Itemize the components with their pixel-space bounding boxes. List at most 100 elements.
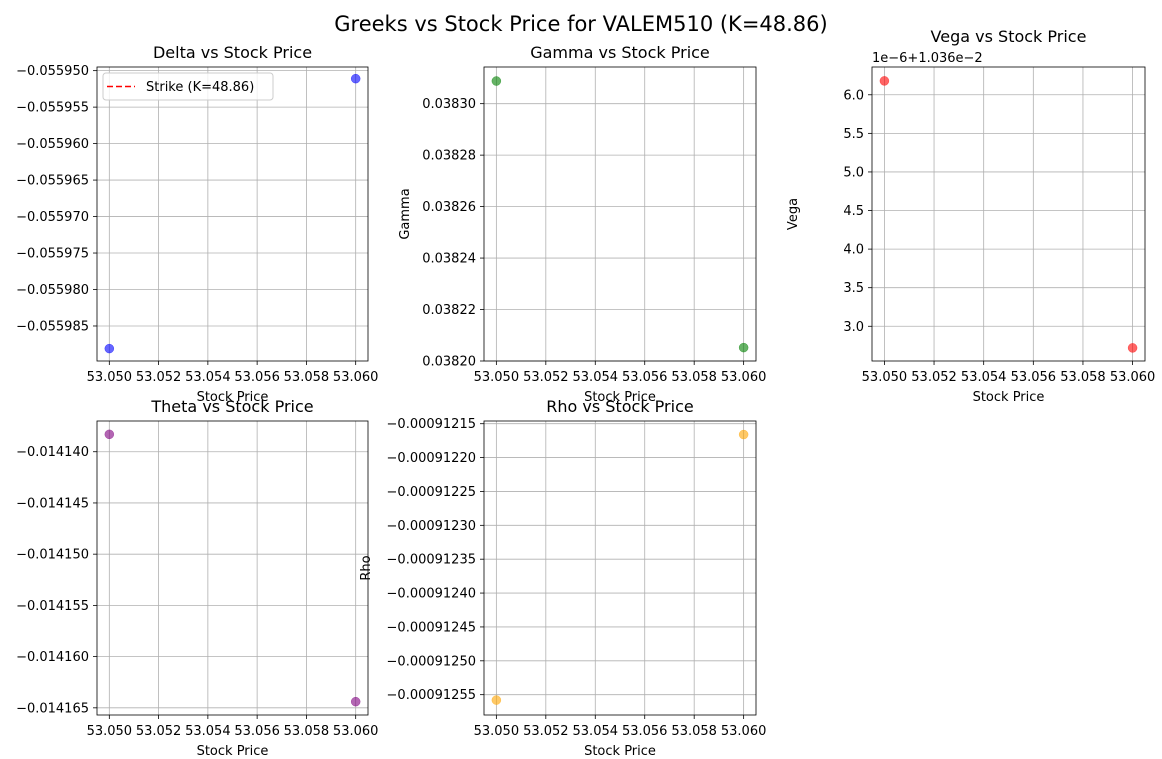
delta-x-axis-label: Stock Price [197,390,269,405]
vega-x-tick-label: 53.056 [1011,370,1057,385]
rho-y-tick-label: −0.00091220 [387,451,476,466]
vega-y-tick-label: 3.5 [843,281,864,296]
theta-y-tick-label: −0.014155 [16,599,89,614]
gamma-y-tick-label: 0.03824 [422,252,476,267]
rho-data-point [491,695,502,705]
gamma-x-tick-label: 53.060 [721,370,767,385]
delta-x-tick-label: 53.060 [333,370,379,385]
vega-data-point [879,76,890,86]
gamma-y-tick-label: 0.03830 [422,97,476,112]
rho-axes-frame [483,420,757,716]
delta-x-tick-label: 53.052 [136,370,182,385]
rho-x-tick-label: 53.058 [671,724,717,739]
vega-panel: 53.050 53.052 53.054 53.056 53.058 53.060 6.0 5… [786,27,1155,405]
gamma-x-tick-label: 53.056 [622,370,668,385]
gamma-x-tick-label: 53.050 [474,370,520,385]
theta-x-tick-label: 53.054 [185,724,231,739]
rho-x-tick-label: 53.052 [523,724,569,739]
delta-axes-frame [96,66,369,362]
vega-x-tick-label: 53.058 [1060,370,1106,385]
vega-y-tick-label: 5.5 [843,127,864,142]
delta-y-tick-label: −0.055955 [16,101,89,116]
rho-y-tick-label: −0.00091245 [387,620,476,635]
theta-x-tick-label: 53.056 [234,724,280,739]
gamma-y-tick-label: 0.03826 [422,200,476,215]
vega-y-tick-label: 4.0 [843,243,864,258]
gamma-x-tick-label: 53.052 [523,370,569,385]
theta-y-tick-label: −0.014160 [16,650,89,665]
rho-y-tick-label: −0.00091230 [387,519,476,534]
theta-x-axis-label: Stock Price [197,744,269,759]
delta-y-tick-label: −0.055960 [16,137,89,152]
theta-panel-title: Theta vs Stock Price [150,397,313,416]
gamma-data-point [491,76,502,86]
gamma-panel-title: Gamma vs Stock Price [530,43,710,62]
vega-offset-text: 1e−6+1.036e−2 [872,51,983,66]
rho-y-tick-label: −0.00091255 [387,688,476,703]
delta-y-tick-label: −0.055985 [16,319,89,334]
vega-x-tick-label: 53.054 [961,370,1007,385]
rho-x-tick-label: 53.054 [573,724,619,739]
rho-y-tick-label: −0.00091215 [387,417,476,432]
vega-y-tick-label: 6.0 [843,88,864,103]
gamma-y-tick-label: 0.03828 [422,149,476,164]
delta-data-point [104,343,115,354]
delta-y-tick-label: −0.055970 [16,210,89,225]
vega-x-tick-label: 53.060 [1110,370,1156,385]
delta-panel: 53.050 53.052 53.054 53.056 53.058 53.060 −0.0… [16,43,378,405]
rho-panel: 53.050 53.052 53.054 53.056 53.058 53.060 −0.0… [359,397,766,759]
rho-x-tick-label: 53.056 [622,724,668,739]
rho-panel-title: Rho vs Stock Price [546,397,693,416]
delta-x-tick-label: 53.054 [185,370,231,385]
theta-x-tick-label: 53.058 [284,724,330,739]
delta-legend-label: Strike (K=48.86) [146,80,254,95]
theta-y-tick-label: −0.014145 [16,496,89,511]
rho-y-tick-label: −0.00091250 [387,654,476,669]
theta-panel: 53.050 53.052 53.054 53.056 53.058 53.060 −0.0… [16,397,378,759]
rho-x-axis-label: Stock Price [584,744,656,759]
vega-axes-frame [871,66,1146,362]
theta-data-point [104,429,115,440]
vega-y-tick-label: 4.5 [843,204,864,219]
theta-x-tick-label: 53.052 [136,724,182,739]
delta-legend-box [102,72,274,101]
vega-x-tick-label: 53.052 [911,370,957,385]
vega-x-tick-label: 53.050 [862,370,908,385]
theta-y-tick-label: −0.014165 [16,701,89,716]
delta-x-tick-label: 53.056 [234,370,280,385]
gamma-x-tick-label: 53.054 [573,370,619,385]
rho-x-tick-label: 53.060 [721,724,767,739]
gamma-axes-frame [483,66,757,362]
gamma-y-tick-label: 0.03820 [422,355,476,370]
theta-axes-frame [96,420,369,716]
figure-title: Greeks vs Stock Price for VALEM510 (K=48… [334,12,827,36]
rho-data-point [738,429,749,440]
theta-x-tick-label: 53.050 [87,724,133,739]
delta-y-tick-label: −0.055950 [16,64,89,79]
vega-y-axis-label: Vega [786,198,801,230]
gamma-y-axis-label: Gamma [398,188,413,239]
gamma-x-tick-label: 53.058 [671,370,717,385]
delta-legend: Strike (K=48.86) [102,72,274,101]
rho-x-tick-label: 53.050 [474,724,520,739]
gamma-data-point [738,342,749,353]
rho-y-axis-label: Rho [359,555,374,580]
rho-y-tick-label: −0.00091235 [387,553,476,568]
vega-x-axis-label: Stock Price [973,390,1045,405]
gamma-x-axis-label: Stock Price [584,390,656,405]
gamma-y-tick-label: 0.03822 [422,303,476,318]
delta-y-tick-label: −0.055975 [16,247,89,262]
vega-panel-title: Vega vs Stock Price [931,27,1087,46]
delta-y-tick-label: −0.055980 [16,283,89,298]
vega-y-tick-label: 5.0 [843,165,864,180]
delta-data-point [350,73,361,84]
vega-y-tick-label: 3.0 [843,320,864,335]
theta-y-tick-label: −0.014150 [16,548,89,563]
rho-y-tick-label: −0.00091225 [387,485,476,500]
rho-y-tick-label: −0.00091240 [387,587,476,602]
theta-data-point [350,696,361,707]
vega-data-point [1127,343,1138,353]
delta-panel-title: Delta vs Stock Price [153,43,312,62]
theta-x-tick-label: 53.060 [333,724,379,739]
